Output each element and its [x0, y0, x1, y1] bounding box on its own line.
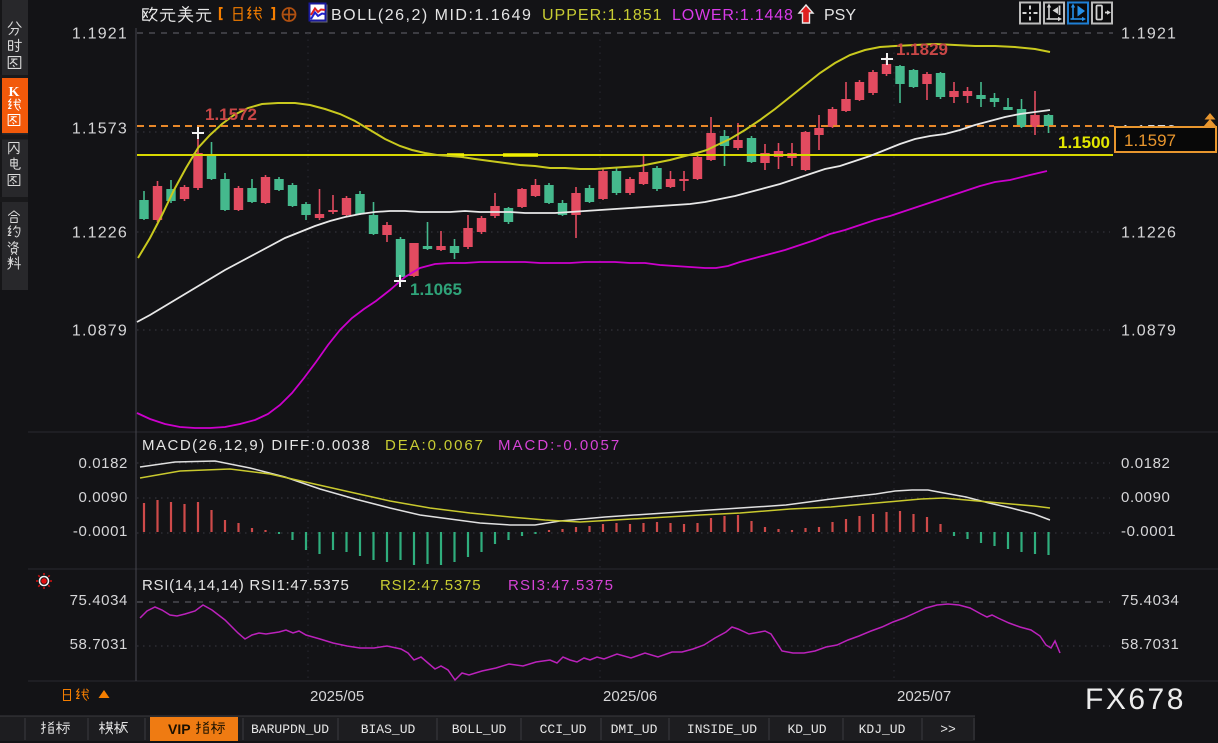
svg-text:-0.0001: -0.0001: [1121, 523, 1176, 540]
svg-text:MACD(26,12,9) DIFF:0.0038: MACD(26,12,9) DIFF:0.0038: [142, 437, 371, 454]
svg-text:1.1226: 1.1226: [72, 225, 128, 242]
svg-text:1.1921: 1.1921: [72, 26, 128, 43]
svg-text:0.0182: 0.0182: [1121, 455, 1170, 472]
svg-text:1.1921: 1.1921: [1121, 26, 1177, 43]
svg-text:2025/05: 2025/05: [310, 688, 364, 705]
svg-text:KD_UD: KD_UD: [787, 722, 826, 737]
svg-text:FX678: FX678: [1085, 683, 1186, 716]
svg-text:RSI3:47.5375: RSI3:47.5375: [508, 577, 614, 594]
svg-text:MACD:-0.0057: MACD:-0.0057: [498, 437, 621, 454]
svg-text:UPPER:1.1851: UPPER:1.1851: [542, 7, 663, 24]
svg-text:CCI_UD: CCI_UD: [540, 722, 587, 737]
svg-text:LOWER:1.1448: LOWER:1.1448: [672, 7, 794, 24]
svg-text:1.1573: 1.1573: [72, 121, 128, 138]
svg-text:BOLL_UD: BOLL_UD: [452, 722, 507, 737]
svg-text:2025/07: 2025/07: [897, 688, 951, 705]
svg-text:1.1065: 1.1065: [410, 280, 462, 299]
svg-text:RSI2:47.5375: RSI2:47.5375: [380, 577, 481, 594]
svg-text:PSY: PSY: [824, 7, 856, 24]
svg-text:58.7031: 58.7031: [1121, 636, 1179, 653]
svg-text:RSI(14,14,14) RSI1:47.5375: RSI(14,14,14) RSI1:47.5375: [142, 577, 350, 594]
svg-text:VIP: VIP: [168, 721, 191, 737]
svg-text:1.0879: 1.0879: [72, 323, 128, 340]
svg-text:>>: >>: [940, 722, 956, 737]
svg-text:58.7031: 58.7031: [70, 636, 128, 653]
svg-text:1.1829: 1.1829: [896, 40, 948, 59]
svg-text:K: K: [9, 85, 20, 100]
svg-text:BOLL(26,2) MID:1.1649: BOLL(26,2) MID:1.1649: [331, 7, 532, 24]
svg-text:KDJ_UD: KDJ_UD: [859, 722, 906, 737]
svg-text:2025/06: 2025/06: [603, 688, 657, 705]
svg-text:0.0090: 0.0090: [1121, 489, 1170, 506]
svg-text:INSIDE_UD: INSIDE_UD: [687, 722, 757, 737]
svg-text:-0.0001: -0.0001: [73, 523, 128, 540]
svg-text:1.1572: 1.1572: [205, 105, 257, 124]
svg-text:75.4034: 75.4034: [70, 592, 128, 609]
svg-text:BARUPDN_UD: BARUPDN_UD: [251, 722, 329, 737]
svg-text:1.1226: 1.1226: [1121, 225, 1177, 242]
svg-text:1.1597: 1.1597: [1124, 131, 1176, 150]
svg-text:0.0090: 0.0090: [79, 489, 128, 506]
svg-text:DMI_UD: DMI_UD: [611, 722, 658, 737]
svg-text:BIAS_UD: BIAS_UD: [361, 722, 416, 737]
svg-text:1.0879: 1.0879: [1121, 323, 1177, 340]
svg-text:1.1500: 1.1500: [1058, 133, 1110, 152]
svg-text:75.4034: 75.4034: [1121, 592, 1179, 609]
svg-text:0.0182: 0.0182: [79, 455, 128, 472]
svg-text:DEA:0.0067: DEA:0.0067: [385, 437, 485, 454]
